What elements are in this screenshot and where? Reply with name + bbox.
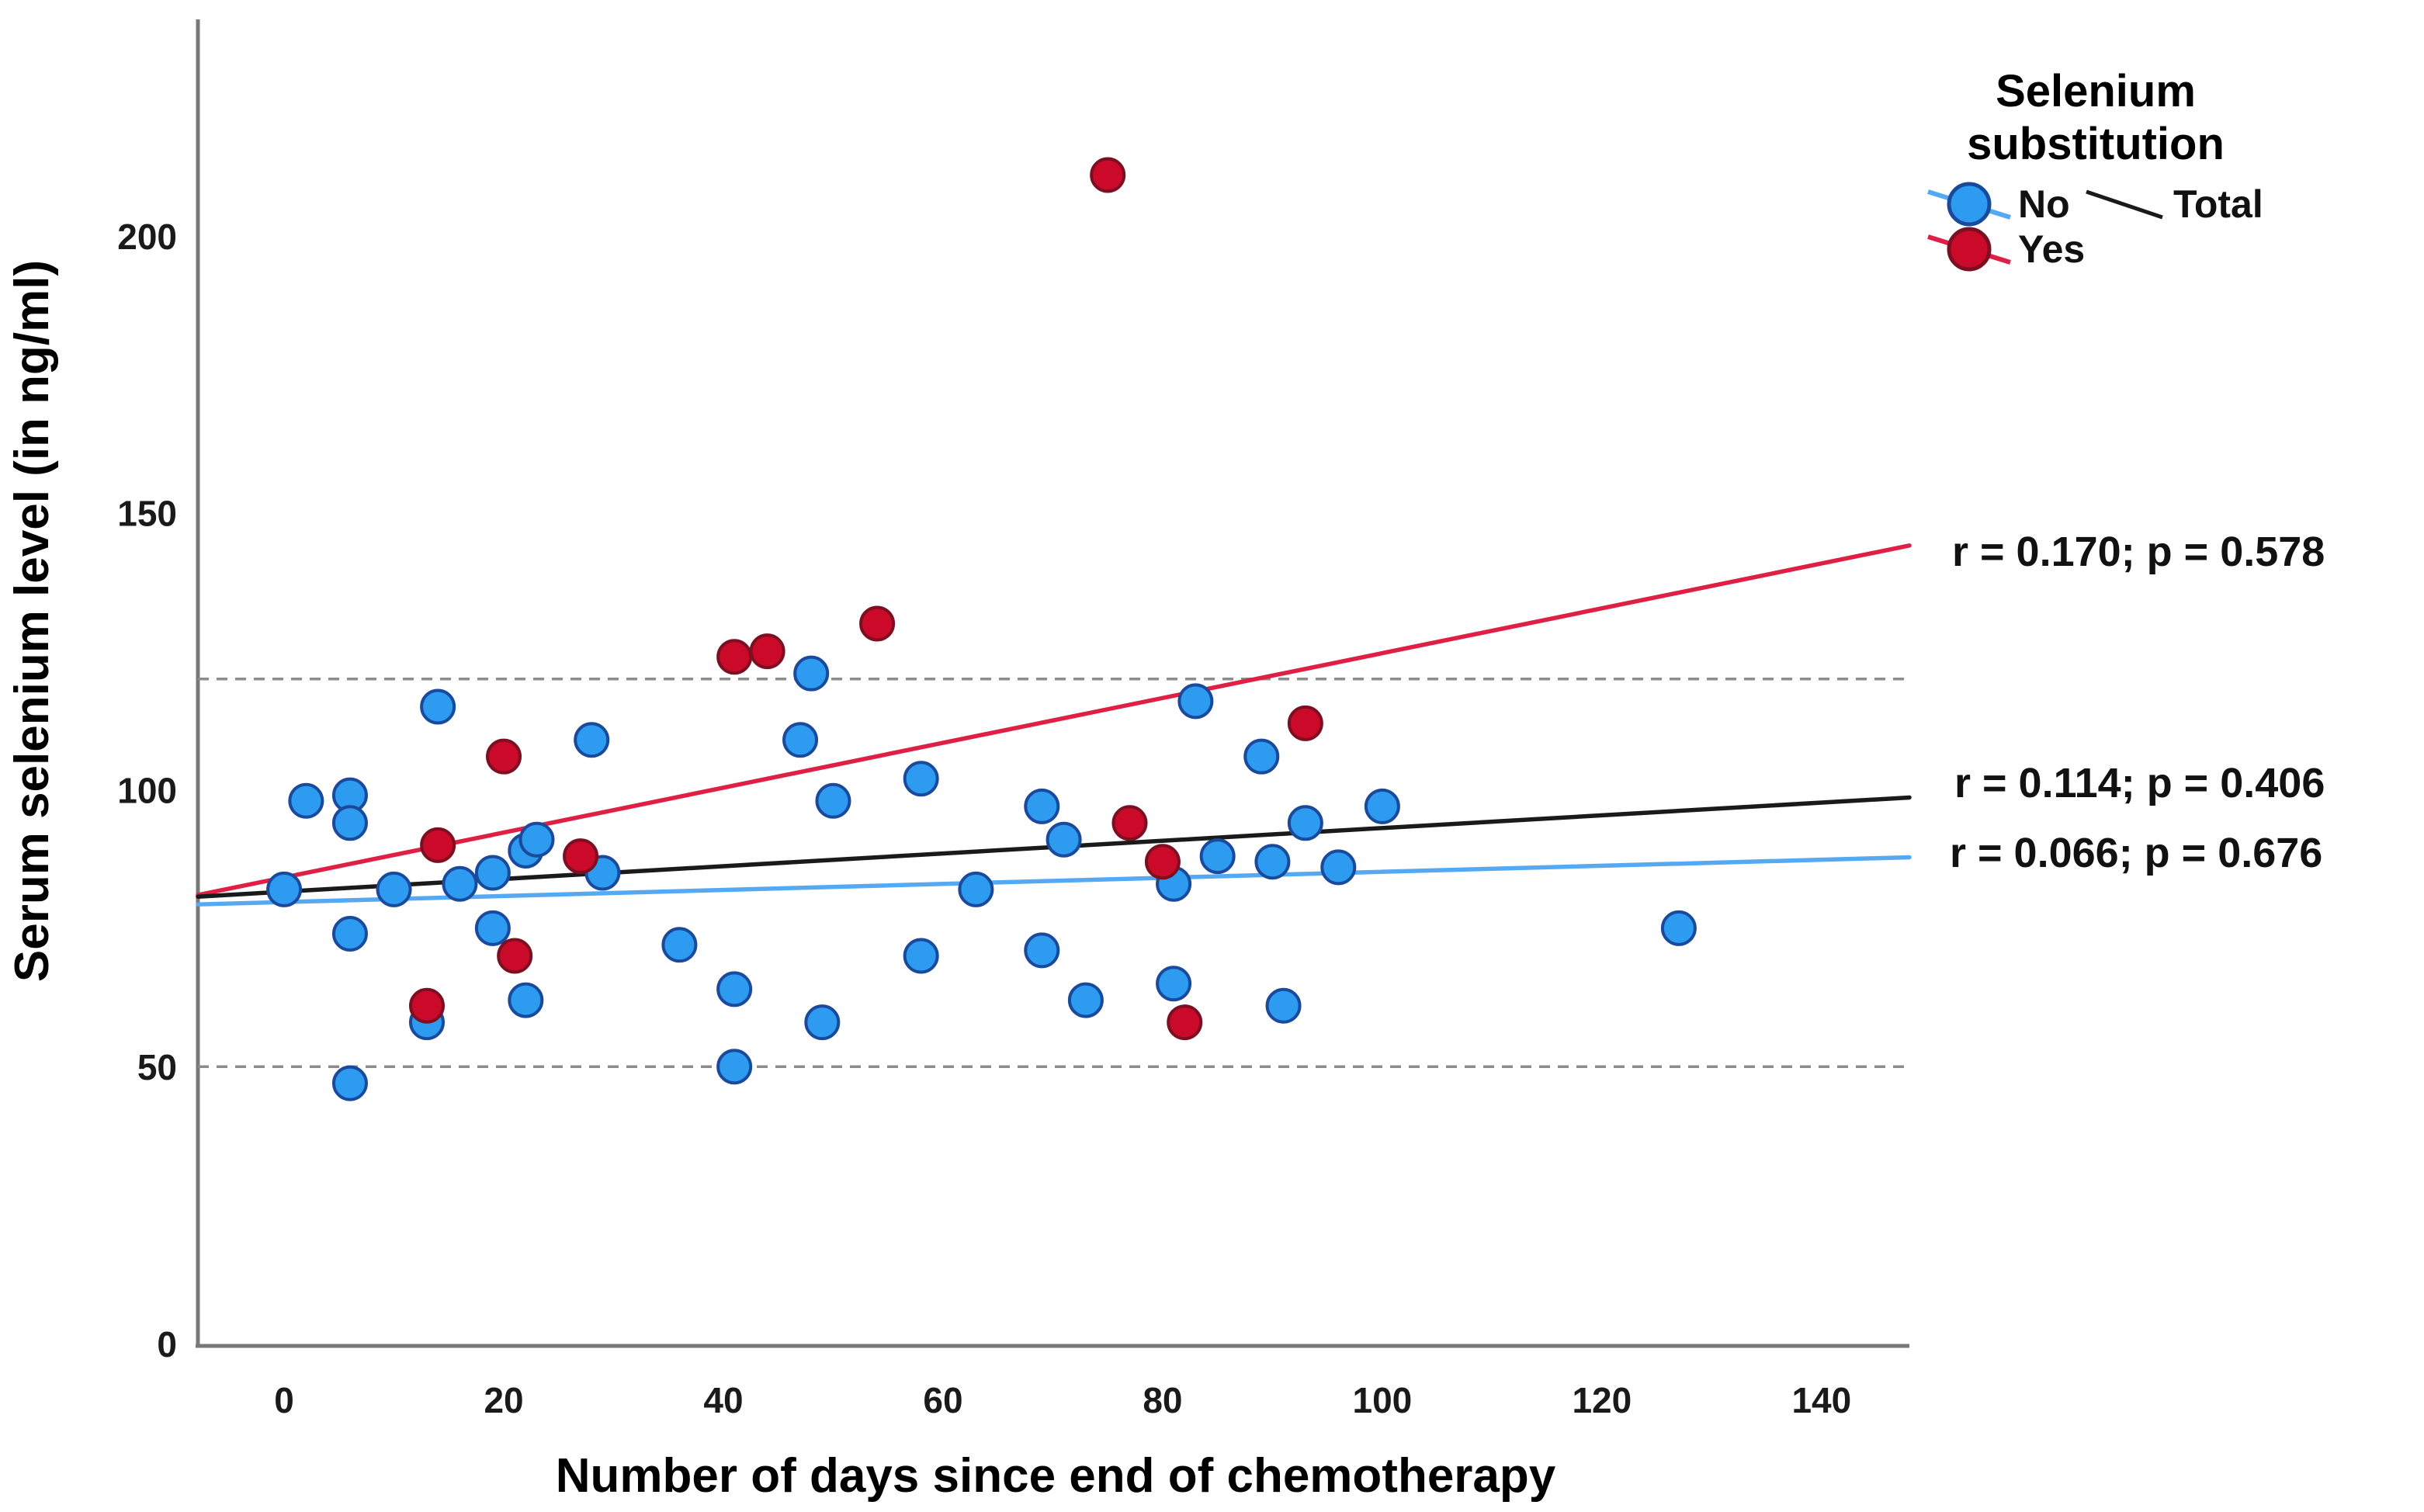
data-point-no	[1177, 683, 1214, 720]
x-tick-40: 40	[703, 1380, 743, 1420]
data-point-no	[474, 855, 511, 891]
data-point-no	[1024, 932, 1060, 969]
data-point-no	[903, 761, 939, 797]
legend-label-yes: Yes	[2018, 227, 2085, 271]
data-point-no	[1199, 838, 1236, 875]
legend-yes-point-icon	[1947, 227, 1992, 272]
data-point-no	[442, 865, 478, 902]
data-point-yes	[749, 633, 785, 670]
legend-label-total: Total	[2173, 182, 2263, 226]
data-point-no	[1320, 849, 1357, 886]
data-point-no	[1024, 788, 1060, 824]
data-point-no	[508, 982, 544, 1018]
data-point-no	[716, 971, 753, 1007]
y-tick-200: 200	[117, 217, 177, 257]
data-point-yes	[716, 639, 753, 675]
data-point-yes	[420, 827, 456, 863]
annotations: r = 0.170; p = 0.578 r = 0.114; p = 0.40…	[1950, 529, 2325, 876]
x-tick-20: 20	[484, 1380, 523, 1420]
data-point-no	[1254, 844, 1291, 880]
y-tick-50: 50	[137, 1047, 177, 1087]
data-point-no	[782, 722, 819, 758]
y-tick-0: 0	[157, 1324, 177, 1365]
data-point-no	[518, 821, 555, 858]
data-point-no	[1265, 987, 1302, 1024]
data-point-yes	[408, 987, 445, 1024]
data-point-no	[804, 1004, 841, 1041]
trend-line-yes	[196, 543, 1912, 897]
axes	[196, 19, 1909, 1348]
x-tick-140: 140	[1791, 1380, 1851, 1420]
data-point-no	[1364, 788, 1400, 824]
data-point-no	[815, 782, 851, 819]
y-axis-tick-labels: 0 50 100 150 200	[117, 217, 177, 1365]
x-tick-80: 80	[1143, 1380, 1182, 1420]
scatter-points	[266, 157, 1697, 1101]
data-point-no	[1243, 738, 1280, 775]
data-point-no	[958, 871, 994, 907]
data-point-no	[288, 782, 324, 819]
y-tick-150: 150	[117, 494, 177, 534]
x-axis-tick-labels: 0 20 40 60 80 100 120 140	[274, 1380, 1851, 1420]
data-point-yes	[859, 605, 896, 642]
legend-title-line2: substitution	[1967, 119, 2225, 169]
data-point-no	[903, 938, 939, 974]
x-axis-title: Number of days since end of chemotherapy	[556, 1449, 1556, 1503]
legend: Selenium substitution No Total Yes	[1927, 66, 2263, 272]
data-point-no	[716, 1049, 753, 1085]
data-point-no	[793, 655, 830, 692]
y-tick-100: 100	[117, 770, 177, 810]
data-point-no	[574, 722, 610, 758]
data-point-no	[1660, 910, 1697, 946]
data-point-no	[1287, 805, 1323, 841]
data-point-yes	[1287, 705, 1323, 741]
data-point-yes	[486, 738, 522, 775]
data-point-no	[420, 688, 456, 725]
data-point-no	[661, 927, 698, 963]
x-tick-100: 100	[1353, 1380, 1413, 1420]
data-point-no	[331, 1065, 368, 1101]
x-tick-60: 60	[923, 1380, 962, 1420]
data-point-yes	[1167, 1004, 1203, 1041]
data-point-no	[331, 916, 368, 952]
trend-line-no	[196, 855, 1912, 907]
annotation-yes-correlation: r = 0.170; p = 0.578	[1952, 529, 2325, 575]
data-point-yes	[497, 938, 533, 974]
x-tick-0: 0	[274, 1380, 294, 1420]
annotation-total-correlation: r = 0.114; p = 0.406	[1954, 760, 2325, 806]
data-point-no	[376, 871, 412, 907]
data-point-no	[1046, 821, 1082, 858]
legend-label-no: No	[2018, 182, 2070, 226]
annotation-no-correlation: r = 0.066; p = 0.676	[1950, 830, 2322, 876]
y-axis-title: Serum selenium level (in ng/ml)	[5, 260, 59, 982]
legend-title-line1: Selenium	[1996, 66, 2196, 116]
data-point-yes	[1144, 844, 1181, 880]
data-point-no	[1156, 966, 1192, 1002]
reference-lines	[198, 678, 1909, 1068]
data-point-no	[331, 805, 368, 841]
data-point-no	[1067, 982, 1104, 1018]
data-point-yes	[1111, 805, 1148, 841]
data-point-no	[266, 871, 303, 907]
data-point-yes	[563, 838, 599, 875]
data-point-no	[474, 910, 511, 946]
data-point-yes	[1090, 157, 1126, 193]
x-tick-120: 120	[1572, 1380, 1632, 1420]
legend-no-point-icon	[1947, 182, 1992, 227]
legend-total-line-icon	[2086, 189, 2163, 220]
